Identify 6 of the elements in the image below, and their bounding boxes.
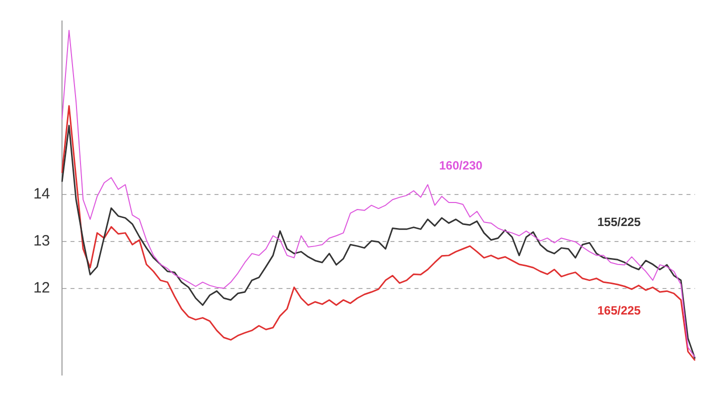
series-label: 165/225 [597, 304, 642, 318]
y-tick-label: 12 [33, 279, 50, 296]
series-label: 155/225 [597, 215, 642, 230]
y-tick-label: 13 [33, 232, 50, 250]
series-label: 160/230 [439, 158, 483, 172]
y-tick-label: 14 [33, 186, 50, 203]
